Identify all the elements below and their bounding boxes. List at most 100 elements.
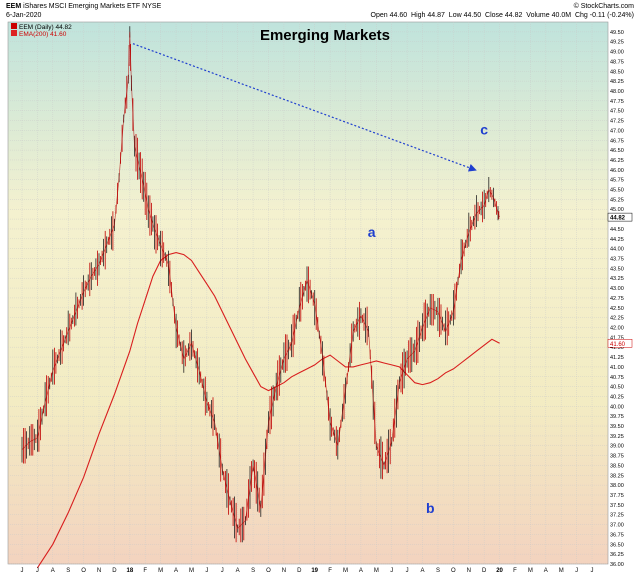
ema-price-tag: 41.60: [610, 342, 626, 348]
y-tick-label: 47.25: [610, 119, 624, 125]
y-tick-label: 38.00: [610, 483, 624, 489]
x-tick-label: O: [451, 568, 456, 574]
x-tick-label: M: [374, 568, 379, 574]
x-tick-label: D: [297, 568, 302, 574]
x-tick-label: J: [406, 568, 409, 574]
trendline-arrow: [132, 43, 477, 172]
x-tick-label: N: [467, 568, 471, 574]
y-tick-label: 36.25: [610, 552, 624, 558]
y-tick-label: 40.75: [610, 375, 624, 381]
x-tick-label: M: [158, 568, 163, 574]
y-tick-label: 48.25: [610, 79, 624, 85]
exchange: NYSE: [142, 3, 162, 10]
x-tick-label: J: [591, 568, 594, 574]
high-value: 44.87: [427, 12, 445, 19]
y-tick-label: 36.50: [610, 542, 624, 548]
source-credit: © StockCharts.com: [573, 3, 634, 10]
y-tick-label: 41.25: [610, 355, 624, 361]
y-tick-label: 45.00: [610, 207, 624, 213]
last-price-tag-box: [607, 212, 633, 222]
y-tick-label: 40.00: [610, 404, 624, 410]
x-tick-label: S: [66, 568, 70, 574]
y-tick-label: 43.50: [610, 266, 624, 272]
y-tick-label: 37.25: [610, 513, 624, 519]
x-tick-label: A: [421, 568, 425, 574]
y-tick-label: 42.25: [610, 316, 624, 322]
y-tick-label: 38.50: [610, 463, 624, 469]
x-tick-label: J: [205, 568, 208, 574]
y-tick-label: 49.00: [610, 50, 624, 56]
y-tick-label: 43.75: [610, 257, 624, 263]
symbol: EEM: [6, 3, 22, 10]
x-tick-label: 20: [496, 568, 503, 574]
y-tick-label: 38.75: [610, 454, 624, 460]
x-tick-label: M: [559, 568, 564, 574]
x-tick-label: A: [174, 568, 178, 574]
legend-swatch-price: [11, 23, 17, 29]
header-line-1: EEM iShares MSCI Emerging Markets ETF NY…: [6, 3, 161, 10]
y-tick-label: 41.50: [610, 345, 624, 351]
y-tick-label: 48.00: [610, 89, 624, 95]
y-tick-label: 44.25: [610, 237, 624, 243]
y-tick-label: 37.00: [610, 523, 624, 529]
y-tick-label: 45.75: [610, 178, 624, 184]
x-tick-label: F: [143, 568, 147, 574]
y-tick-label: 39.50: [610, 424, 624, 430]
y-tick-label: 39.00: [610, 444, 624, 450]
close-label: Close: [485, 12, 503, 19]
security-name: iShares MSCI Emerging Markets ETF: [23, 3, 141, 10]
last-price-tag: 44.82: [610, 216, 626, 222]
change-value: -0.11 (-0.24%): [589, 12, 634, 19]
y-tick-label: 42.00: [610, 325, 624, 331]
close-value: 44.82: [504, 12, 523, 19]
x-tick-label: F: [513, 568, 517, 574]
high-label: High: [411, 12, 426, 19]
y-tick-label: 39.75: [610, 414, 624, 420]
y-tick-label: 49.50: [610, 30, 624, 36]
y-tick-label: 45.25: [610, 197, 624, 203]
y-tick-label: 40.25: [610, 394, 624, 400]
chart-date: 6-Jan-2020: [6, 12, 42, 19]
x-tick-label: F: [328, 568, 332, 574]
x-tick-label: M: [528, 568, 533, 574]
y-tick-label: 43.25: [610, 276, 624, 282]
y-tick-label: 36.75: [610, 532, 624, 538]
legend-swatch-ema: [11, 30, 17, 36]
x-tick-label: S: [436, 568, 440, 574]
y-tick-label: 38.25: [610, 473, 624, 479]
y-tick-label: 41.00: [610, 365, 624, 371]
x-tick-label: 18: [126, 568, 133, 574]
y-tick-label: 46.50: [610, 148, 624, 154]
ema-price-tag-box: [607, 339, 633, 348]
y-tick-label: 43.00: [610, 286, 624, 292]
x-tick-label: J: [221, 568, 224, 574]
x-tick-label: 19: [311, 568, 318, 574]
y-tick-label: 44.00: [610, 247, 624, 253]
x-tick-label: S: [251, 568, 255, 574]
low-value: 44.50: [463, 12, 482, 19]
y-tick-label: 41.75: [610, 335, 624, 341]
y-tick-label: 47.75: [610, 99, 624, 105]
y-tick-label: 37.50: [610, 503, 624, 509]
y-tick-label: 39.25: [610, 434, 624, 440]
y-tick-label: 46.25: [610, 158, 624, 164]
y-tick-label: 47.00: [610, 128, 624, 134]
x-tick-label: M: [189, 568, 194, 574]
legend-label-price: EEM (Daily) 44.82: [19, 24, 72, 31]
x-tick-label: N: [282, 568, 286, 574]
x-tick-label: D: [112, 568, 117, 574]
y-tick-label: 36.00: [610, 562, 624, 568]
x-tick-label: J: [21, 568, 24, 574]
y-tick-label: 46.75: [610, 138, 624, 144]
x-tick-label: A: [359, 568, 363, 574]
y-tick-label: 48.75: [610, 59, 624, 65]
x-tick-label: J: [390, 568, 393, 574]
y-tick-label: 47.50: [610, 109, 624, 115]
chart-title: Emerging Markets: [260, 27, 390, 44]
open-value: 44.60: [389, 12, 408, 19]
quote-line: Open 44.60 High 44.87 Low 44.50 Close 44…: [371, 12, 634, 19]
legend-label-ema: EMA(200) 41.60: [19, 31, 67, 38]
x-tick-label: O: [81, 568, 86, 574]
y-tick-label: 48.50: [610, 69, 624, 75]
x-tick-label: M: [343, 568, 348, 574]
